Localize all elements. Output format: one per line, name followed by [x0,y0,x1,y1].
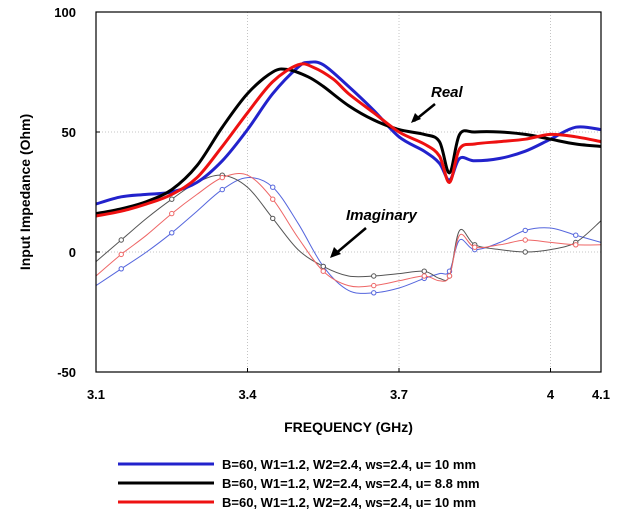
annotation-imaginary-arrow [333,227,367,256]
y-tick-label: -50 [57,365,76,380]
legend-label: B=60, W1=1.2, W2=2.4, ws=2.4, u= 8.8 mm [222,476,480,491]
series-real-1 [96,67,601,216]
x-tick-label: 3.7 [390,387,408,402]
series-point [371,273,377,279]
x-tick-label: 3.1 [87,387,105,402]
series-point [421,268,427,274]
x-tick-label: 4 [547,387,555,402]
series-line-real [96,60,601,206]
x-axis-title: FREQUENCY (GHz) [284,419,413,435]
series-point [118,266,124,272]
plot-area [96,12,601,372]
series-line-real [96,67,601,216]
series-point [118,251,124,258]
series-point [320,268,326,274]
series-point [219,174,225,181]
legend-label: B=60, W1=1.2, W2=2.4, ws=2.4, u= 10 mm [222,457,476,472]
series-point [522,237,528,243]
y-tick-label: 0 [69,245,76,260]
series-point [118,237,124,243]
x-tick-labels: 3.1 3.4 3.7 4 4.1 [87,368,610,402]
series-point [169,230,175,236]
series-real-0 [96,60,601,206]
annotation-real: Real [431,84,464,101]
y-tick-labels: -50 0 50 100 [54,5,100,380]
series-point [270,184,276,190]
y-tick-label: 100 [54,5,76,20]
plot-frame [95,11,602,373]
series-point [169,210,175,217]
series-point [371,290,377,296]
series-line-real [96,62,601,218]
series-imag-5 [96,173,601,289]
annotation-real-arrowhead [411,113,421,123]
legend: B=60, W1=1.2, W2=2.4, ws=2.4, u= 10 mm B=… [118,457,480,510]
x-tick-label: 4.1 [592,387,610,402]
annotation-imaginary-arrowhead [330,247,341,258]
series-point [270,196,276,202]
series-point [573,232,579,238]
series-point [219,186,225,193]
series-point [371,282,377,289]
series-layer [96,60,601,296]
series-point [573,242,579,248]
series-point [522,249,528,255]
x-tick-label: 3.4 [238,387,257,402]
y-axis-title: Input Impedance (Ohm) [17,114,33,270]
y-tick-label: 50 [62,125,76,140]
series-point [270,215,276,222]
annotation-imaginary: Imaginary [346,207,418,224]
series-real-2 [96,62,601,218]
series-point [320,263,326,270]
series-point [421,273,427,279]
series-point [522,227,528,234]
series-point [169,196,175,202]
legend-label: B=60, W1=1.2, W2=2.4, ws=2.4, u= 10 mm [222,495,476,510]
series-point [472,244,478,250]
series-point [446,273,453,279]
